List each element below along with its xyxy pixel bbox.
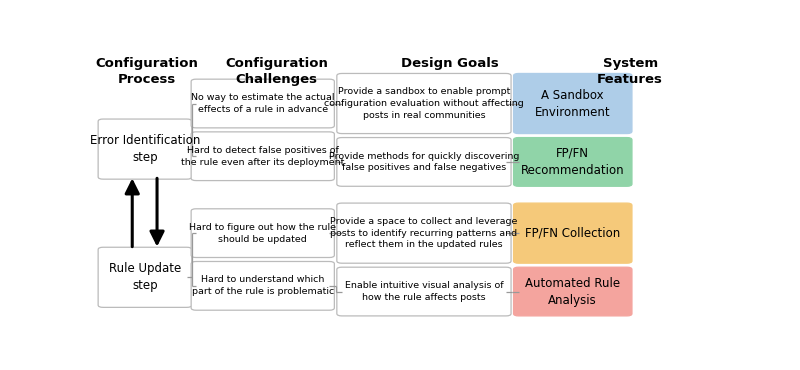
Text: Configuration
Challenges: Configuration Challenges (226, 57, 328, 86)
FancyBboxPatch shape (98, 247, 192, 307)
FancyBboxPatch shape (514, 74, 632, 134)
FancyBboxPatch shape (191, 132, 334, 181)
Text: FP/FN
Recommendation: FP/FN Recommendation (521, 147, 625, 177)
FancyBboxPatch shape (337, 138, 511, 186)
Text: A Sandbox
Environment: A Sandbox Environment (535, 88, 610, 118)
Text: No way to estimate the actual
effects of a rule in advance: No way to estimate the actual effects of… (191, 93, 334, 114)
FancyBboxPatch shape (98, 119, 192, 179)
Text: Enable intuitive visual analysis of
how the rule affects posts: Enable intuitive visual analysis of how … (345, 281, 503, 302)
FancyBboxPatch shape (514, 267, 632, 316)
Text: Hard to understand which
part of the rule is problematic: Hard to understand which part of the rul… (192, 275, 334, 296)
FancyBboxPatch shape (337, 203, 511, 263)
Text: Hard to figure out how the rule
should be updated: Hard to figure out how the rule should b… (190, 223, 336, 243)
Text: FP/FN Collection: FP/FN Collection (525, 227, 620, 240)
Text: Provide a space to collect and leverage
posts to identify recurring patterns and: Provide a space to collect and leverage … (330, 217, 518, 249)
Text: Provide methods for quickly discovering
false positives and false negatives: Provide methods for quickly discovering … (329, 152, 519, 172)
Text: Error Identification
step: Error Identification step (90, 134, 200, 164)
FancyBboxPatch shape (337, 267, 511, 316)
FancyBboxPatch shape (337, 74, 511, 134)
FancyBboxPatch shape (514, 138, 632, 186)
Text: Hard to detect false positives of
the rule even after its deployment: Hard to detect false positives of the ru… (181, 146, 345, 166)
Text: System
Features: System Features (597, 57, 663, 86)
FancyBboxPatch shape (191, 209, 334, 258)
FancyBboxPatch shape (191, 262, 334, 310)
FancyBboxPatch shape (191, 79, 334, 128)
Text: Design Goals: Design Goals (402, 57, 499, 70)
Text: Automated Rule
Analysis: Automated Rule Analysis (525, 276, 620, 307)
FancyBboxPatch shape (514, 203, 632, 263)
Text: Rule Update
step: Rule Update step (109, 262, 181, 292)
Text: Provide a sandbox to enable prompt
configuration evaluation without affecting
po: Provide a sandbox to enable prompt confi… (324, 87, 524, 120)
Text: Configuration
Process: Configuration Process (95, 57, 198, 86)
